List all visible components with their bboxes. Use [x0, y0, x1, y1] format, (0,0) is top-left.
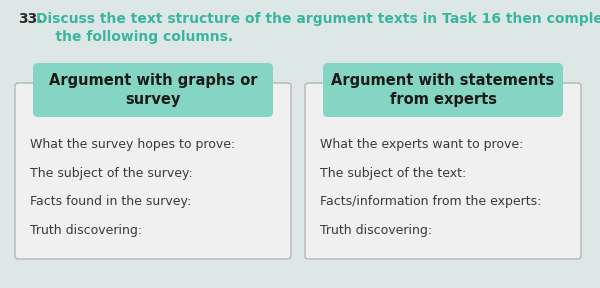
Text: Facts/information from the experts:: Facts/information from the experts: [320, 195, 541, 208]
FancyBboxPatch shape [323, 63, 563, 117]
Text: The subject of the text:: The subject of the text: [320, 167, 466, 180]
Text: Truth discovering:: Truth discovering: [30, 224, 142, 237]
Text: What the experts want to prove:: What the experts want to prove: [320, 138, 523, 151]
FancyBboxPatch shape [33, 63, 273, 117]
Text: What the survey hopes to prove:: What the survey hopes to prove: [30, 138, 235, 151]
Text: Discuss the text structure of the argument texts in Task 16 then complete
    th: Discuss the text structure of the argume… [36, 12, 600, 44]
FancyBboxPatch shape [305, 83, 581, 259]
Text: The subject of the survey:: The subject of the survey: [30, 167, 193, 180]
Text: Facts found in the survey:: Facts found in the survey: [30, 195, 191, 208]
Text: Argument with graphs or
survey: Argument with graphs or survey [49, 73, 257, 107]
FancyBboxPatch shape [15, 83, 291, 259]
Text: Truth discovering:: Truth discovering: [320, 224, 432, 237]
Text: Argument with statements
from experts: Argument with statements from experts [331, 73, 554, 107]
Text: 33.: 33. [18, 12, 43, 26]
